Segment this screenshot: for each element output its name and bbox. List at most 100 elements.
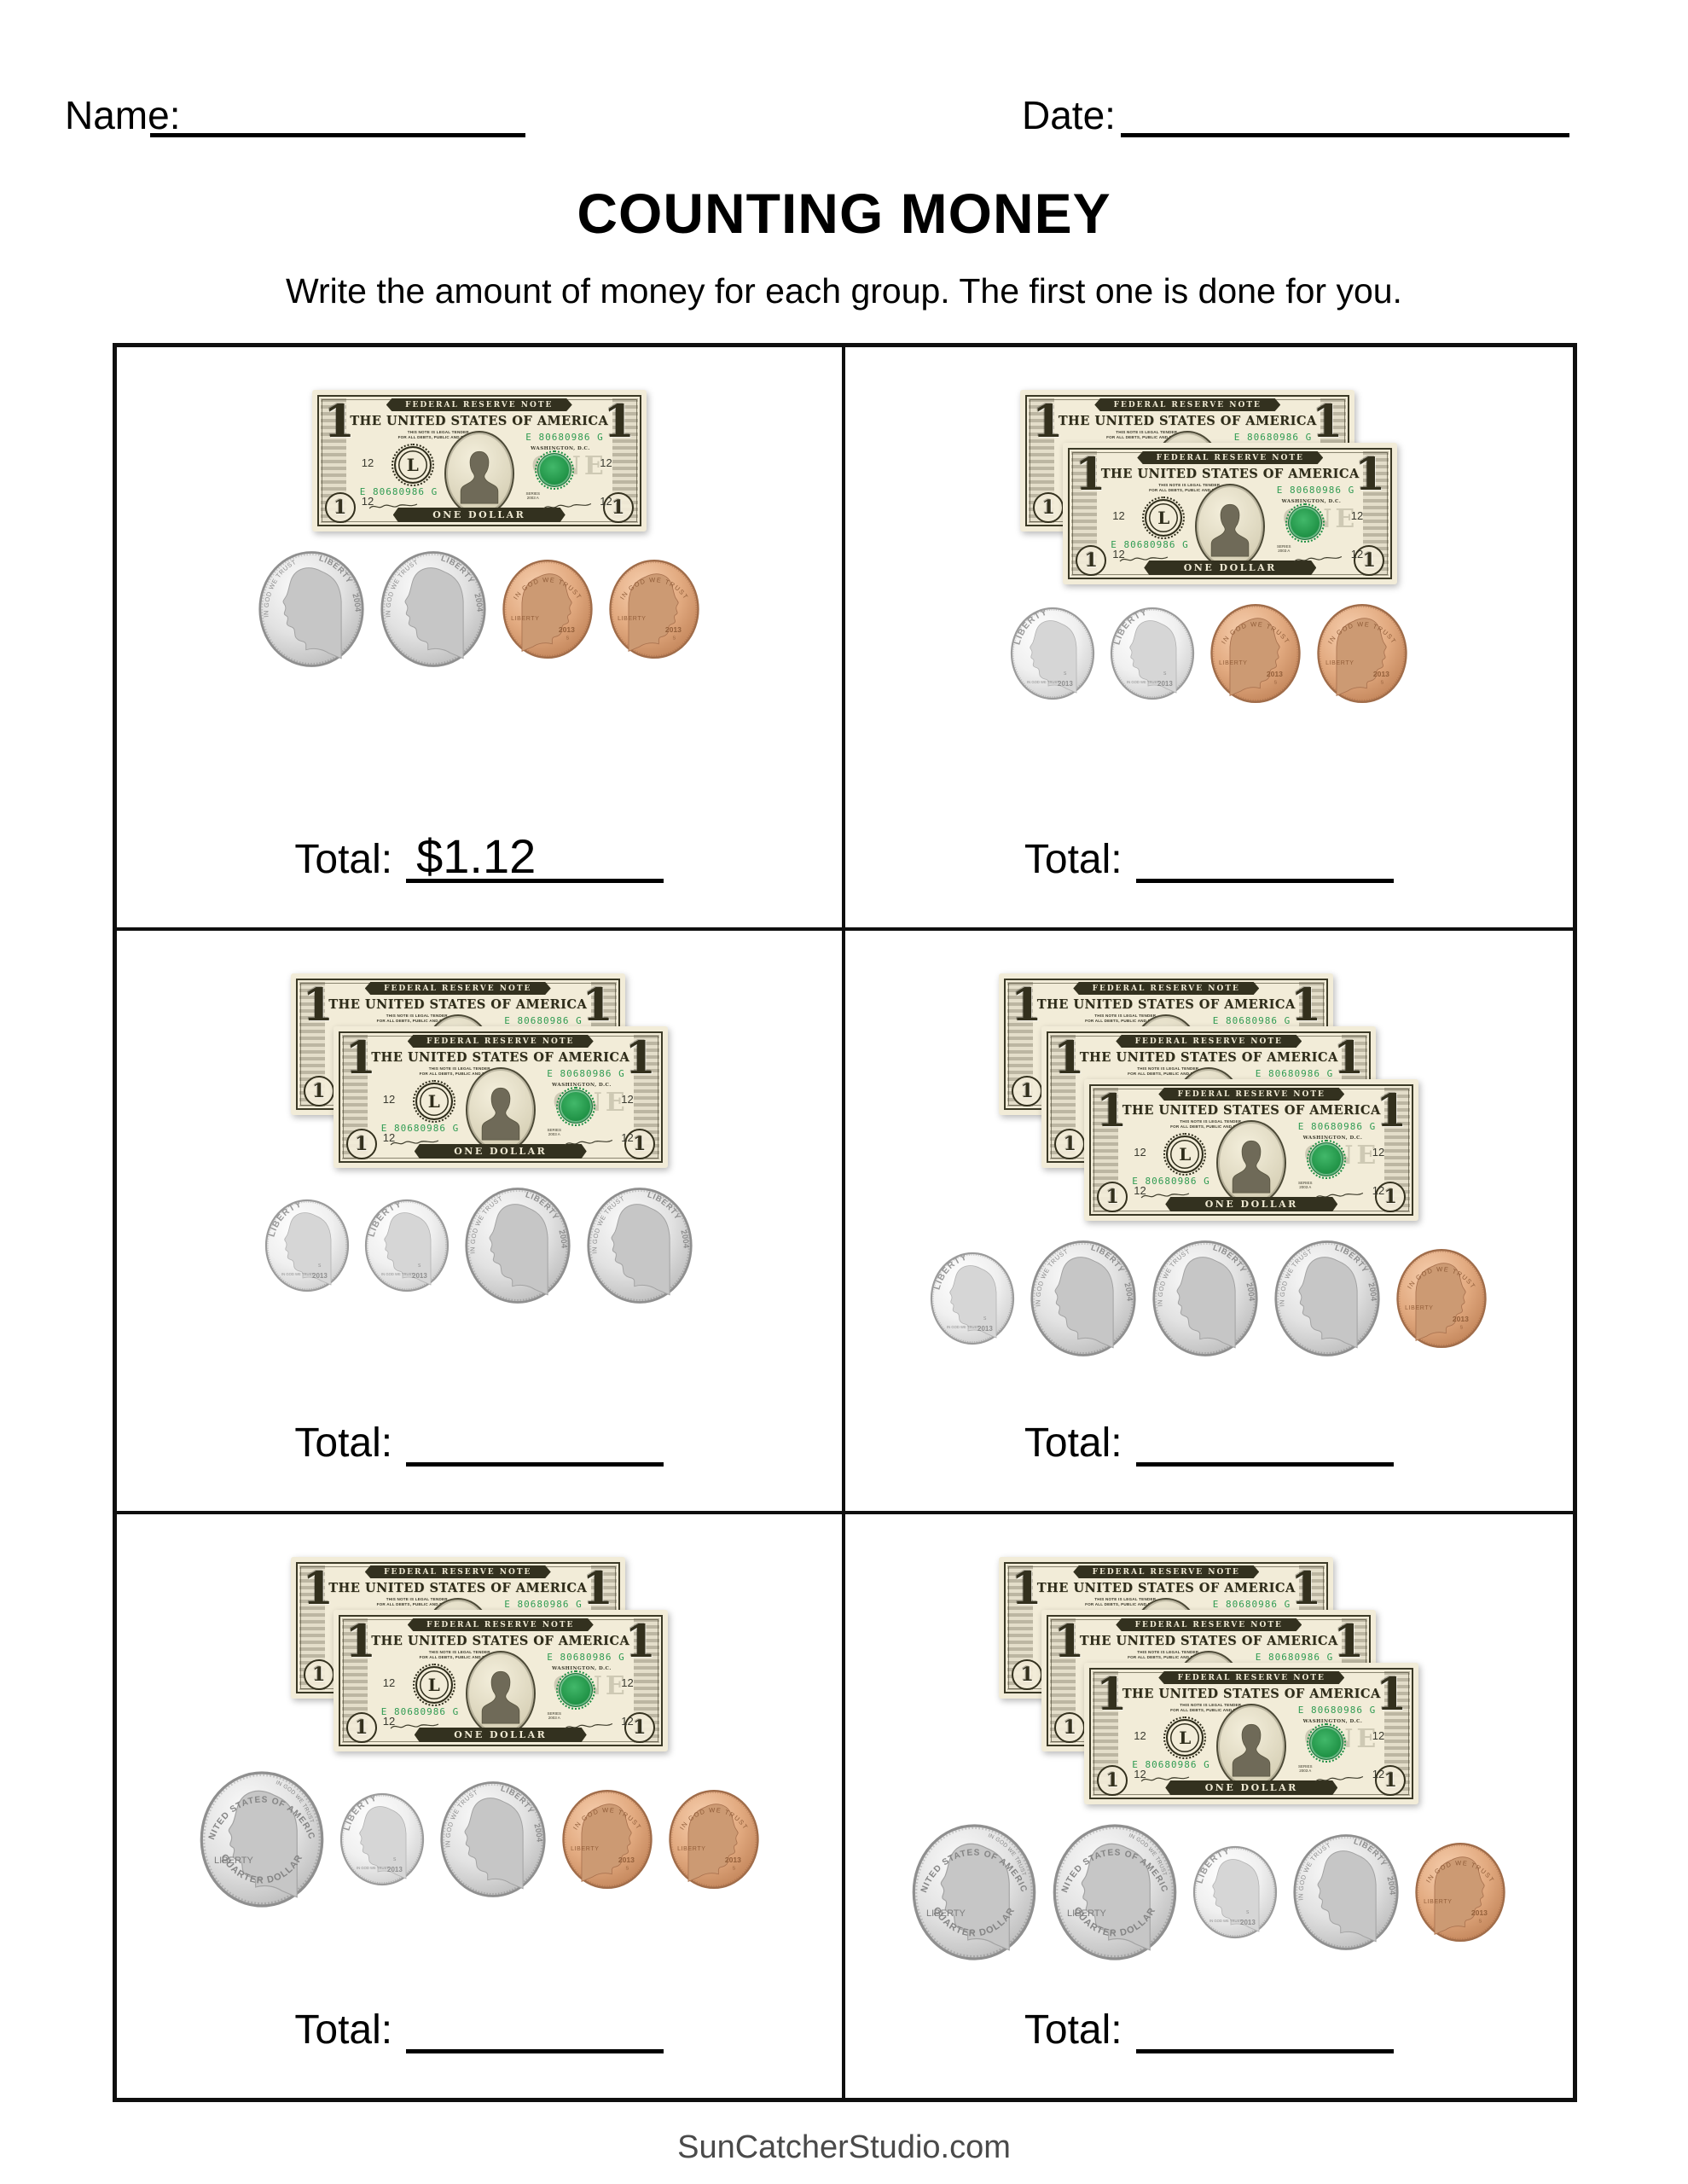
one-dollar-bill: 1 1 1 1 FEDERAL RESERVE NOTE THE UNITED STATE… xyxy=(333,1610,668,1751)
bill-corner-numeral: 1 xyxy=(1333,1616,1365,1668)
washington-portrait xyxy=(1195,484,1266,569)
federal-reserve-seal: L xyxy=(391,444,434,486)
total-blank[interactable] xyxy=(406,1411,664,1467)
svg-text:2013: 2013 xyxy=(618,1856,635,1864)
federal-reserve-note-banner: FEDERAL RESERVE NOTE xyxy=(1073,1565,1260,1578)
bill-corner-numeral: 1 xyxy=(345,1712,377,1743)
bill-district-number: 12 xyxy=(600,495,612,508)
federal-reserve-note-banner: FEDERAL RESERVE NOTE xyxy=(1158,1671,1345,1684)
svg-text:P: P xyxy=(1111,1928,1116,1936)
bill-corner-numeral: 1 xyxy=(1012,1076,1043,1107)
bill-country-text: THE UNITED STATES OF AMERICA xyxy=(371,1634,630,1648)
svg-text:LIBERTY: LIBERTY xyxy=(214,1856,253,1866)
svg-text:S: S xyxy=(1163,671,1167,677)
bill-district-number: 12 xyxy=(382,1676,396,1689)
bill-corner-numeral: 1 xyxy=(1354,545,1385,576)
federal-reserve-seal: L xyxy=(1163,1133,1207,1176)
bill-corner-numeral: 1 xyxy=(345,1616,376,1668)
svg-text:2013: 2013 xyxy=(1453,1315,1469,1323)
one-dollar-bill: 1 1 1 1 FEDERAL RESERVE NOTE THE UNITED STATE… xyxy=(1063,443,1398,584)
bill-corner-numeral: 1 xyxy=(323,396,355,448)
federal-reserve-seal: L xyxy=(1142,497,1186,539)
total-blank[interactable] xyxy=(406,1998,664,2053)
bill-serial-number: E 80680986 G xyxy=(380,1706,460,1717)
federal-reserve-note-banner: FEDERAL RESERVE NOTE xyxy=(1137,451,1324,464)
total-blank[interactable]: $1.12 xyxy=(406,828,664,883)
svg-text:LIBERTY: LIBERTY xyxy=(1325,660,1354,666)
svg-text:S: S xyxy=(1460,1325,1464,1330)
bill-corner-numeral: 1 xyxy=(1097,1182,1128,1212)
total-blank[interactable] xyxy=(1135,1411,1394,1467)
treasury-seal xyxy=(1307,1140,1347,1179)
total-label: Total: xyxy=(294,1420,393,1467)
treasury-seal xyxy=(1307,1723,1347,1763)
svg-text:IN GOD WE TRUST: IN GOD WE TRUST xyxy=(281,1272,314,1276)
svg-text:S: S xyxy=(625,1866,629,1871)
total-blank[interactable] xyxy=(1135,828,1394,883)
bill-corner-numeral: 1 xyxy=(1075,449,1106,501)
bill-series-text: SERIES 2003 A xyxy=(525,491,540,501)
bill-corner-numeral: 1 xyxy=(1096,1085,1128,1137)
federal-reserve-note-banner: FEDERAL RESERVE NOTE xyxy=(1116,1618,1302,1631)
bill-corner-numeral: 1 xyxy=(1011,1563,1042,1615)
svg-text:LIBERTY: LIBERTY xyxy=(926,1908,966,1919)
svg-text:IN GOD WE TRUST: IN GOD WE TRUST xyxy=(1127,680,1159,684)
name-blank[interactable] xyxy=(150,89,525,137)
bill-corner-numeral: 1 xyxy=(624,1616,656,1668)
bill-serial-number: E 80680986 G xyxy=(1255,1652,1334,1663)
bill-country-text: THE UNITED STATES OF AMERICA xyxy=(328,1581,588,1595)
bill-district-number: 12 xyxy=(1112,509,1125,522)
bill-series-text: SERIES 2003 A xyxy=(547,1127,561,1137)
bill-city-text: WASHINGTON, D.C. xyxy=(1281,499,1342,504)
bill-serial-number: E 80680986 G xyxy=(1132,1759,1210,1770)
svg-text:S: S xyxy=(673,636,676,641)
bill-corner-numeral: 1 xyxy=(1011,979,1042,1031)
svg-text:2013: 2013 xyxy=(1471,1908,1488,1917)
bill-district-number: 12 xyxy=(382,1715,396,1728)
bill-corner-numeral: 1 xyxy=(1054,1129,1086,1159)
svg-text:S: S xyxy=(318,1263,322,1269)
bill-district-number: 12 xyxy=(382,1093,396,1106)
bill-country-text: THE UNITED STATES OF AMERICA xyxy=(1058,414,1317,428)
bill-legal-tender-text: THIS NOTE IS LEGAL TENDER FOR ALL DEBTS, … xyxy=(1128,1650,1209,1659)
bill-legal-tender-text: THIS NOTE IS LEGAL TENDER FOR ALL DEBTS, … xyxy=(1085,1014,1166,1023)
bill-corner-numeral: 1 xyxy=(1376,1085,1407,1137)
svg-text:P: P xyxy=(971,1928,975,1936)
bill-corner-numeral: 1 xyxy=(1354,449,1386,501)
bill-corner-numeral: 1 xyxy=(624,1712,655,1743)
svg-text:IN GOD WE TRUST: IN GOD WE TRUST xyxy=(381,1272,414,1276)
bill-corner-numeral: 1 xyxy=(1376,1669,1407,1721)
bill-serial-number: E 80680986 G xyxy=(1297,1705,1377,1716)
bill-corner-numeral: 1 xyxy=(1096,1669,1128,1721)
bill-district-number: 12 xyxy=(382,1131,396,1144)
svg-text:2013: 2013 xyxy=(1267,670,1283,678)
secretary-signature xyxy=(1314,1775,1364,1782)
bill-district-number: 12 xyxy=(1350,548,1364,561)
total-blank[interactable] xyxy=(1135,1998,1394,2053)
bill-serial-number: E 80680986 G xyxy=(1132,1176,1210,1187)
bill-corner-numeral: 1 xyxy=(1291,1563,1322,1615)
bill-legal-tender-text: THIS NOTE IS LEGAL TENDER FOR ALL DEBTS, … xyxy=(397,430,479,439)
bill-frame xyxy=(338,1615,663,1746)
date-blank[interactable] xyxy=(1121,89,1569,137)
svg-text:IN GOD WE TRUST: IN GOD WE TRUST xyxy=(947,1325,979,1329)
bill-legal-tender-text: THIS NOTE IS LEGAL TENDER FOR ALL DEBTS, … xyxy=(1106,430,1187,439)
federal-reserve-seal: L xyxy=(412,1080,455,1123)
bill-corner-numeral: 1 xyxy=(302,979,334,1031)
bill-serial-number: E 80680986 G xyxy=(1233,432,1313,443)
total-label: Total: xyxy=(1024,837,1122,883)
bill-series-text: SERIES 2003 A xyxy=(1297,1763,1313,1774)
